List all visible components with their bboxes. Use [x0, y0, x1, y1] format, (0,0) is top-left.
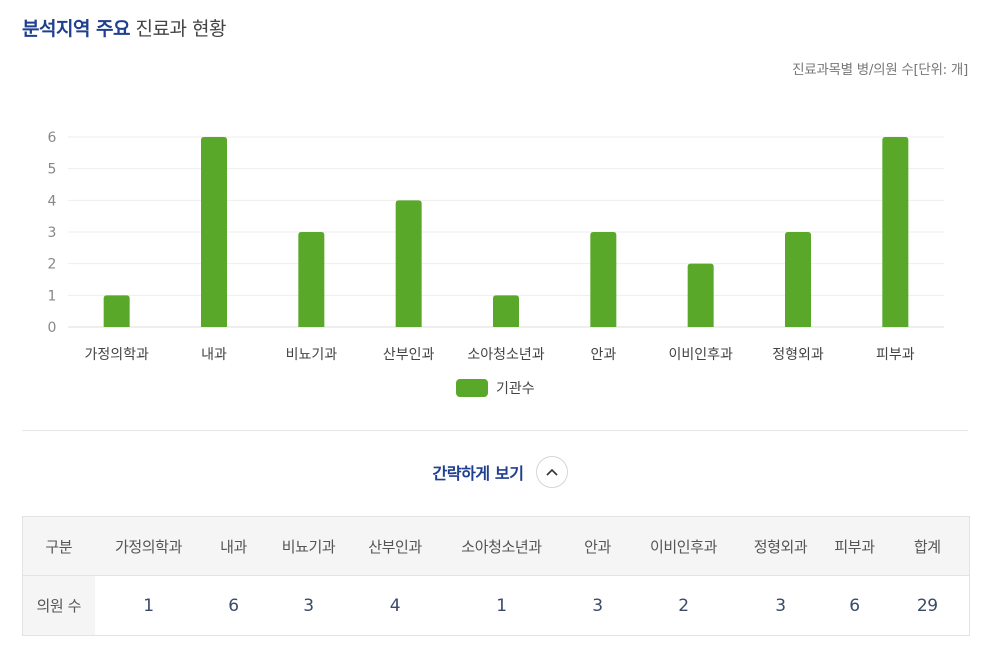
column-header: 내과: [202, 516, 265, 576]
table-cell-value: 29: [885, 575, 970, 636]
row-label: 의원 수: [22, 575, 95, 636]
table-header-row: 구분 가정의학과 내과 비뇨기과 산부인과 소아청소년과 안과 이비인후과 정형외과 피부과 합계: [22, 516, 970, 576]
x-category-label: 내과: [201, 347, 227, 363]
bar: [103, 295, 130, 327]
column-header: 비뇨기과: [264, 516, 353, 576]
y-tick-label: 2: [48, 257, 57, 273]
x-category-label: 이비인후과: [668, 347, 733, 363]
chevron-up-icon: [545, 468, 558, 476]
y-tick-label: 5: [48, 162, 57, 178]
table-cell-value: 1: [437, 575, 566, 636]
column-header: 가정의학과: [94, 516, 203, 576]
table-cell-value: 6: [202, 575, 265, 636]
table-cell-value: 3: [565, 575, 630, 636]
x-category-label: 안과: [590, 347, 616, 363]
title-highlight: 분석지역 주요: [22, 18, 131, 40]
column-header: 합계: [885, 516, 970, 576]
column-header: 정형외과: [737, 516, 824, 576]
legend-swatch: [456, 379, 488, 397]
column-header: 피부과: [823, 516, 886, 576]
bar: [395, 200, 422, 327]
column-header: 구분: [22, 516, 95, 576]
bar: [882, 137, 909, 327]
bar: [590, 232, 617, 327]
title-rest: 진료과 현황: [135, 18, 227, 40]
column-header: 산부인과: [352, 516, 438, 576]
page-title: 분석지역 주요 진료과 현황: [22, 14, 227, 41]
x-category-label: 피부과: [876, 347, 915, 363]
unit-note: 진료과목별 병/의원 수[단위: 개]: [792, 62, 968, 78]
table-cell-value: 4: [352, 575, 438, 636]
y-tick-label: 4: [48, 193, 57, 209]
divider: [22, 430, 968, 431]
y-tick-label: 1: [48, 288, 57, 304]
x-category-label: 가정의학과: [84, 347, 149, 363]
legend-label: 기관수: [496, 381, 535, 397]
y-tick-label: 0: [48, 320, 57, 336]
x-category-label: 소아청소년과: [467, 347, 544, 363]
table-cell-value: 3: [264, 575, 353, 636]
bar: [201, 137, 227, 327]
column-header: 안과: [565, 516, 630, 576]
table-row: 의원 수 1 6 3 4 1 3 2 3 6 29: [22, 575, 970, 636]
x-category-label: 비뇨기과: [286, 347, 338, 363]
table-cell-value: 6: [823, 575, 886, 636]
y-tick-label: 3: [48, 225, 57, 241]
bar: [493, 295, 519, 327]
y-tick-label: 6: [48, 130, 57, 146]
column-header: 소아청소년과: [437, 516, 566, 576]
bar: [687, 263, 714, 327]
x-category-label: 산부인과: [383, 347, 435, 363]
collapse-toggle-button[interactable]: [535, 456, 568, 488]
collapse-toggle-label[interactable]: 간략하게 보기: [432, 464, 524, 483]
table-cell-value: 2: [629, 575, 738, 636]
collapse-toggle[interactable]: 간략하게 보기: [0, 456, 1000, 488]
table-cell-value: 3: [737, 575, 824, 636]
bar: [785, 232, 811, 327]
x-category-label: 정형외과: [772, 347, 824, 363]
summary-table: 구분 가정의학과 내과 비뇨기과 산부인과 소아청소년과 안과 이비인후과 정형외과 피부과 합계 …: [22, 516, 970, 636]
bar-chart: 0 1 2 3 4 5 6 가정의학과 내과 비뇨기과 산부인과 소아청소년과 안과 이비인후과 정형외과 피…: [48, 130, 944, 397]
column-header: 이비인후과: [629, 516, 738, 576]
table-cell-value: 1: [94, 575, 203, 636]
bar: [298, 232, 325, 327]
